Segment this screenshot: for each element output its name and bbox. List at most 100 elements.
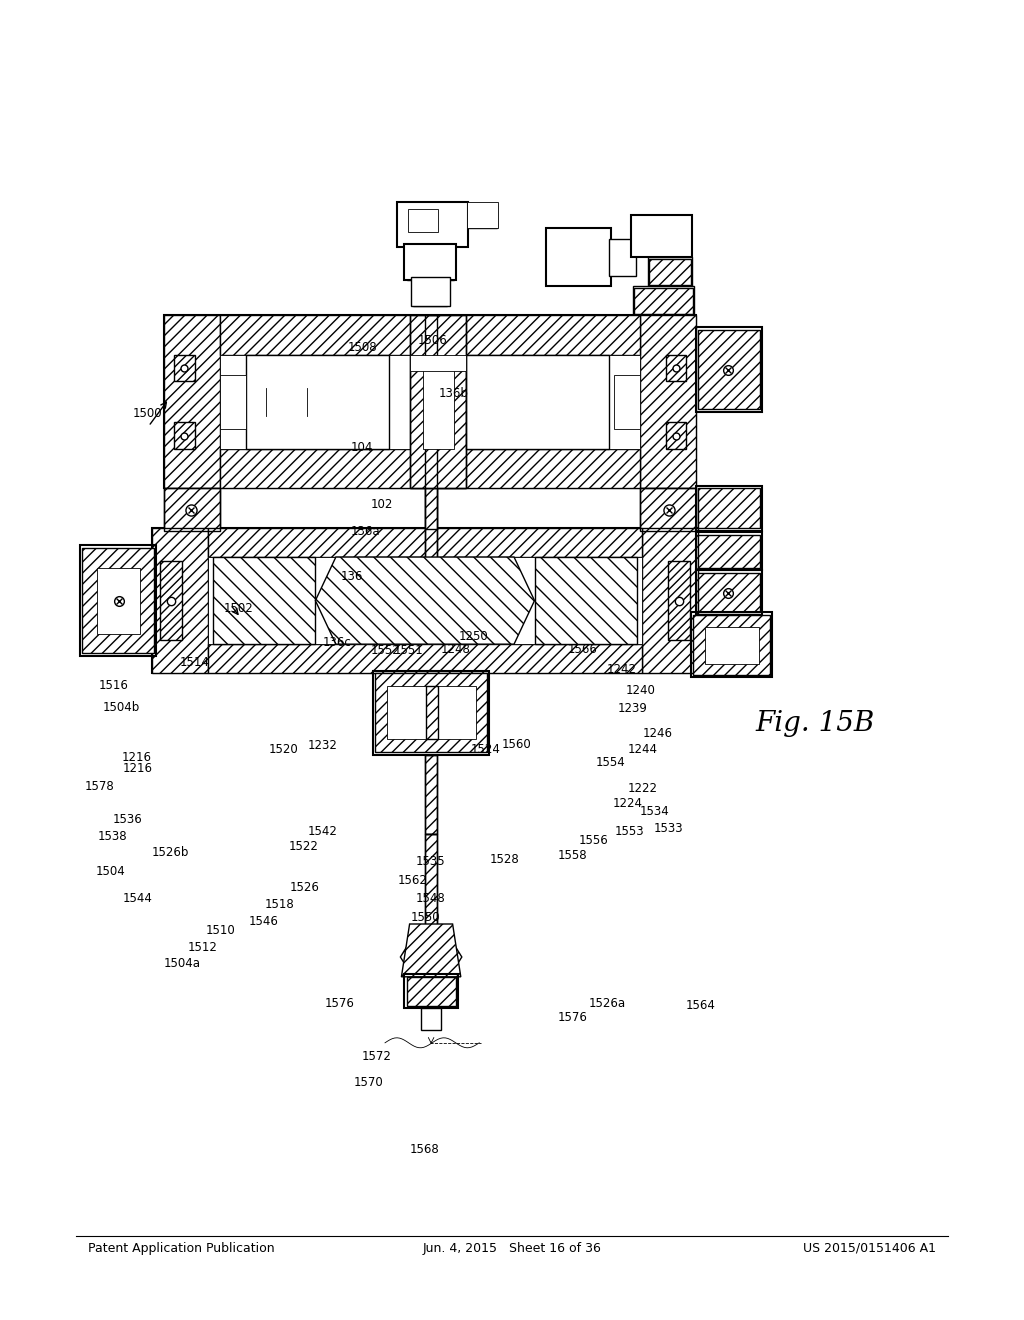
Polygon shape bbox=[400, 937, 462, 977]
Bar bbox=[425, 834, 437, 960]
Text: 1550: 1550 bbox=[411, 911, 440, 924]
Text: Jun. 4, 2015   Sheet 16 of 36: Jun. 4, 2015 Sheet 16 of 36 bbox=[423, 1242, 601, 1254]
Polygon shape bbox=[401, 924, 461, 977]
Text: 1520: 1520 bbox=[268, 743, 298, 756]
Bar bbox=[208, 557, 642, 644]
Text: US 2015/0151406 A1: US 2015/0151406 A1 bbox=[803, 1242, 936, 1254]
Bar bbox=[82, 548, 154, 653]
Text: 1552: 1552 bbox=[371, 644, 400, 657]
Text: 1250: 1250 bbox=[459, 630, 488, 643]
Bar bbox=[666, 422, 686, 449]
Bar bbox=[467, 202, 498, 228]
Text: 136b: 136b bbox=[438, 387, 468, 400]
Bar bbox=[80, 545, 156, 656]
Bar bbox=[640, 315, 696, 488]
Bar bbox=[97, 568, 140, 634]
Bar bbox=[640, 488, 696, 531]
Text: 1504: 1504 bbox=[95, 865, 125, 878]
Text: 1544: 1544 bbox=[123, 892, 153, 906]
Bar bbox=[425, 755, 437, 834]
Bar bbox=[404, 974, 458, 1008]
Text: 1526b: 1526b bbox=[152, 846, 188, 859]
Bar bbox=[220, 449, 640, 488]
Bar bbox=[696, 327, 762, 412]
Bar bbox=[410, 355, 466, 371]
Bar bbox=[410, 315, 466, 488]
Text: 1548: 1548 bbox=[416, 892, 445, 906]
Bar bbox=[425, 834, 437, 960]
Text: 1576: 1576 bbox=[325, 997, 354, 1010]
Bar bbox=[693, 615, 770, 675]
Text: 1535: 1535 bbox=[416, 855, 445, 869]
Bar bbox=[437, 686, 476, 739]
Text: 1506: 1506 bbox=[418, 334, 447, 347]
Text: 1554: 1554 bbox=[596, 756, 626, 770]
Bar bbox=[220, 315, 640, 355]
Bar bbox=[407, 977, 456, 1006]
Text: 1224: 1224 bbox=[612, 797, 642, 810]
Text: 1248: 1248 bbox=[440, 643, 470, 656]
Text: 1504a: 1504a bbox=[164, 957, 201, 970]
Bar bbox=[425, 488, 437, 529]
Bar bbox=[535, 557, 637, 644]
Text: 1551: 1551 bbox=[393, 644, 423, 657]
Bar bbox=[614, 375, 640, 429]
Text: Patent Application Publication: Patent Application Publication bbox=[88, 1242, 274, 1254]
Text: 1576: 1576 bbox=[558, 1011, 588, 1024]
Bar bbox=[548, 231, 609, 284]
Text: 1522: 1522 bbox=[289, 840, 318, 853]
Text: 1578: 1578 bbox=[85, 780, 115, 793]
Bar bbox=[425, 315, 437, 619]
Bar bbox=[666, 355, 686, 381]
Text: 1216: 1216 bbox=[123, 762, 153, 775]
Bar bbox=[164, 315, 220, 488]
Bar bbox=[425, 755, 437, 834]
Text: 1546: 1546 bbox=[249, 915, 279, 928]
Text: 1534: 1534 bbox=[640, 805, 670, 818]
Text: 1516: 1516 bbox=[98, 678, 128, 692]
Bar bbox=[642, 528, 698, 673]
Text: 1524: 1524 bbox=[471, 743, 501, 756]
Bar bbox=[468, 205, 497, 228]
Text: 1246: 1246 bbox=[643, 727, 673, 741]
Text: 1240: 1240 bbox=[626, 684, 655, 697]
Bar bbox=[696, 486, 762, 531]
Text: 1514: 1514 bbox=[179, 656, 209, 669]
Bar bbox=[633, 286, 694, 315]
Text: 1538: 1538 bbox=[97, 830, 127, 843]
Bar bbox=[387, 686, 426, 739]
Bar bbox=[705, 627, 759, 664]
Bar bbox=[648, 257, 692, 286]
Bar bbox=[425, 315, 437, 619]
Bar bbox=[696, 570, 762, 615]
Bar bbox=[208, 644, 642, 673]
Text: 1222: 1222 bbox=[628, 781, 657, 795]
Text: 1556: 1556 bbox=[579, 834, 608, 847]
Bar bbox=[611, 242, 634, 273]
Text: 1542: 1542 bbox=[307, 825, 337, 838]
Text: 1518: 1518 bbox=[264, 898, 294, 911]
Bar bbox=[633, 218, 689, 255]
Bar bbox=[546, 228, 611, 286]
Bar bbox=[164, 315, 696, 488]
Bar bbox=[397, 202, 468, 247]
Text: 1528: 1528 bbox=[489, 853, 519, 866]
Text: 136a: 136a bbox=[350, 525, 380, 539]
Text: 1510: 1510 bbox=[206, 924, 236, 937]
Bar bbox=[698, 330, 760, 409]
Text: 1553: 1553 bbox=[614, 825, 644, 838]
Bar bbox=[246, 355, 389, 449]
Text: 1500: 1500 bbox=[133, 407, 163, 420]
Text: 1564: 1564 bbox=[686, 999, 716, 1012]
Text: 1558: 1558 bbox=[558, 849, 588, 862]
Text: 1533: 1533 bbox=[653, 822, 683, 836]
Bar bbox=[609, 239, 636, 276]
Polygon shape bbox=[315, 557, 535, 644]
Bar bbox=[407, 247, 454, 280]
Bar bbox=[152, 528, 208, 673]
Text: 1570: 1570 bbox=[353, 1076, 383, 1089]
Text: 1508: 1508 bbox=[348, 341, 378, 354]
Bar bbox=[160, 561, 182, 640]
Text: 102: 102 bbox=[371, 498, 393, 511]
Bar bbox=[631, 215, 692, 257]
